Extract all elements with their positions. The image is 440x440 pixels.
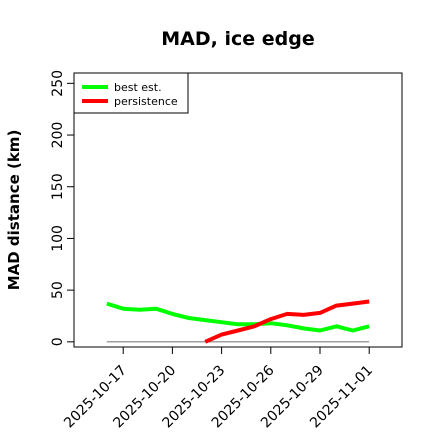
y-tick-label: 100 [50, 225, 66, 252]
plot-area: 0501001502002502025-10-172025-10-202025-… [50, 70, 403, 431]
legend-label: best est. [114, 81, 162, 94]
plot-frame [73, 72, 403, 348]
legend-label: persistence [114, 95, 178, 108]
y-tick-label: 200 [50, 122, 66, 149]
y-axis-label: MAD distance (km) [5, 130, 23, 291]
legend-box [73, 72, 189, 114]
y-tick-label: 0 [50, 337, 66, 346]
y-tick-label: 150 [50, 173, 66, 200]
series-line-best-est [106, 301, 370, 333]
chart-title: MAD, ice edge [161, 28, 314, 50]
y-tick-label: 50 [50, 281, 66, 299]
y-tick-label: 250 [50, 70, 66, 97]
series-line-persistence [204, 299, 370, 344]
